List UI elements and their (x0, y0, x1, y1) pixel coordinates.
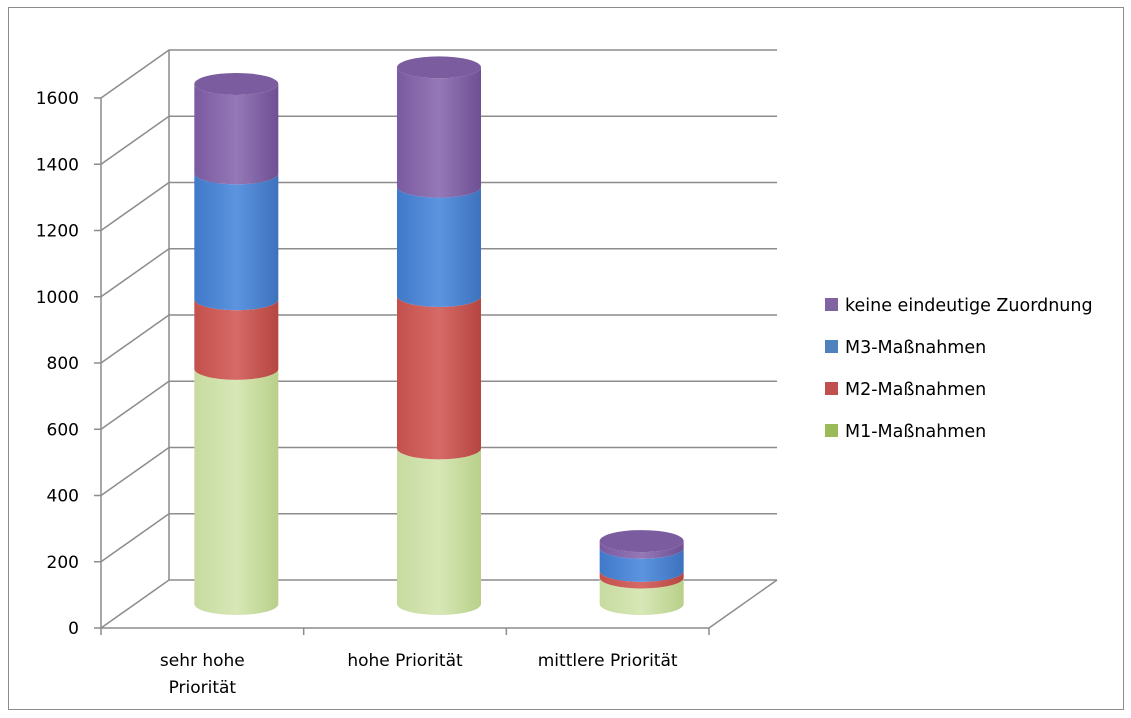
category-label-mittlere-prioritaet: mittlere Priorität (538, 651, 678, 671)
legend-label-m3-massnahmen: M3-Maßnahmen (845, 338, 986, 358)
y-tick-label-400: 400 (47, 487, 79, 507)
y-tick-label-600: 600 (47, 420, 79, 440)
bar-keine-eindeutige-zuordnung-hohe-prioritaet (397, 67, 481, 198)
y-tick-label-1200: 1200 (36, 222, 79, 242)
chart-svg: 0 200 400 600 800 1000 1200 1400 1600 sehr hohe Pr… (36, 49, 1093, 698)
axis-layer (94, 97, 710, 635)
gridline-0 (100, 579, 777, 629)
floor-edge (708, 579, 778, 629)
bar-m3-massnahmen-hohe-prioritaet (397, 186, 481, 307)
bar-m2-massnahmen-hohe-prioritaet (397, 295, 481, 460)
bar-m1-massnahmen-mittlere-prioritaet (599, 577, 684, 615)
category-label-sehr-hohe-prioritaet: sehr hohe Priorität (160, 651, 245, 698)
bar-m2-massnahmen-mittlere-prioritaet (599, 570, 684, 589)
bar-keine-eindeutige-zuordnung-sehr-hohe-prioritaet (194, 83, 279, 185)
gridline-1000 (100, 248, 777, 298)
bar-stack-hohe-prioritaet (397, 56, 481, 615)
legend-item-m1-massnahmen: M1-Maßnahmen (825, 422, 986, 442)
gridline-1600 (100, 49, 777, 99)
gridline-200 (100, 513, 777, 563)
bar-top-cap-hohe-prioritaet (397, 56, 481, 79)
legend-item-m2-massnahmen: M2-Maßnahmen (825, 380, 986, 400)
legend: keine eindeutige Zuordnung M3-Maßnahmen M2… (825, 296, 1093, 442)
grid-layer (100, 49, 778, 629)
legend-swatch-m3-massnahmen (825, 340, 838, 353)
bar-stack-sehr-hohe-prioritaet (194, 72, 279, 615)
y-tick-label-1000: 1000 (36, 288, 79, 308)
gridline-1200 (100, 181, 777, 232)
gridline-600 (100, 380, 777, 430)
y-tick-label-800: 800 (47, 354, 79, 374)
bar-m1-massnahmen-sehr-hohe-prioritaet (194, 368, 279, 615)
chart-frame: 0 200 400 600 800 1000 1200 1400 1600 sehr hohe Pr… (8, 7, 1124, 710)
legend-swatch-keine-eindeutige-zuordnung (825, 298, 838, 311)
bar-top-cap-mittlere-prioritaet (599, 530, 684, 553)
legend-item-m3-massnahmen: M3-Maßnahmen (825, 338, 986, 358)
gridline-1400 (100, 115, 777, 165)
gridline-800 (100, 314, 777, 364)
y-tick-label-1600: 1600 (36, 89, 79, 109)
bar-keine-eindeutige-zuordnung-mittlere-prioritaet (599, 541, 684, 559)
y-tick-label-200: 200 (47, 553, 79, 573)
y-tick-label-0: 0 (68, 619, 79, 639)
bar-m2-massnahmen-sehr-hohe-prioritaet (194, 299, 279, 380)
bar-m1-massnahmen-hohe-prioritaet (397, 448, 481, 615)
bar-top-cap-sehr-hohe-prioritaet (194, 72, 279, 95)
category-label-hohe-prioritaet: hohe Priorität (347, 651, 463, 671)
legend-label-keine-eindeutige-zuordnung: keine eindeutige Zuordnung (845, 296, 1093, 316)
legend-label-m2-massnahmen: M2-Maßnahmen (845, 380, 986, 400)
bar-m3-massnahmen-sehr-hohe-prioritaet (194, 173, 279, 311)
bar-m3-massnahmen-mittlere-prioritaet (599, 547, 684, 582)
y-tick-label-1400: 1400 (36, 155, 79, 175)
bar-stack-mittlere-prioritaet (599, 530, 684, 615)
legend-item-keine-eindeutige-zuordnung: keine eindeutige Zuordnung (825, 296, 1093, 316)
labels-layer: 0 200 400 600 800 1000 1200 1400 1600 sehr hohe Pr… (36, 89, 678, 698)
legend-swatch-m2-massnahmen (825, 382, 838, 395)
bars-layer (194, 56, 684, 615)
gridline-400 (100, 446, 777, 497)
legend-label-m1-massnahmen: M1-Maßnahmen (845, 422, 986, 442)
legend-swatch-m1-massnahmen (825, 424, 838, 437)
